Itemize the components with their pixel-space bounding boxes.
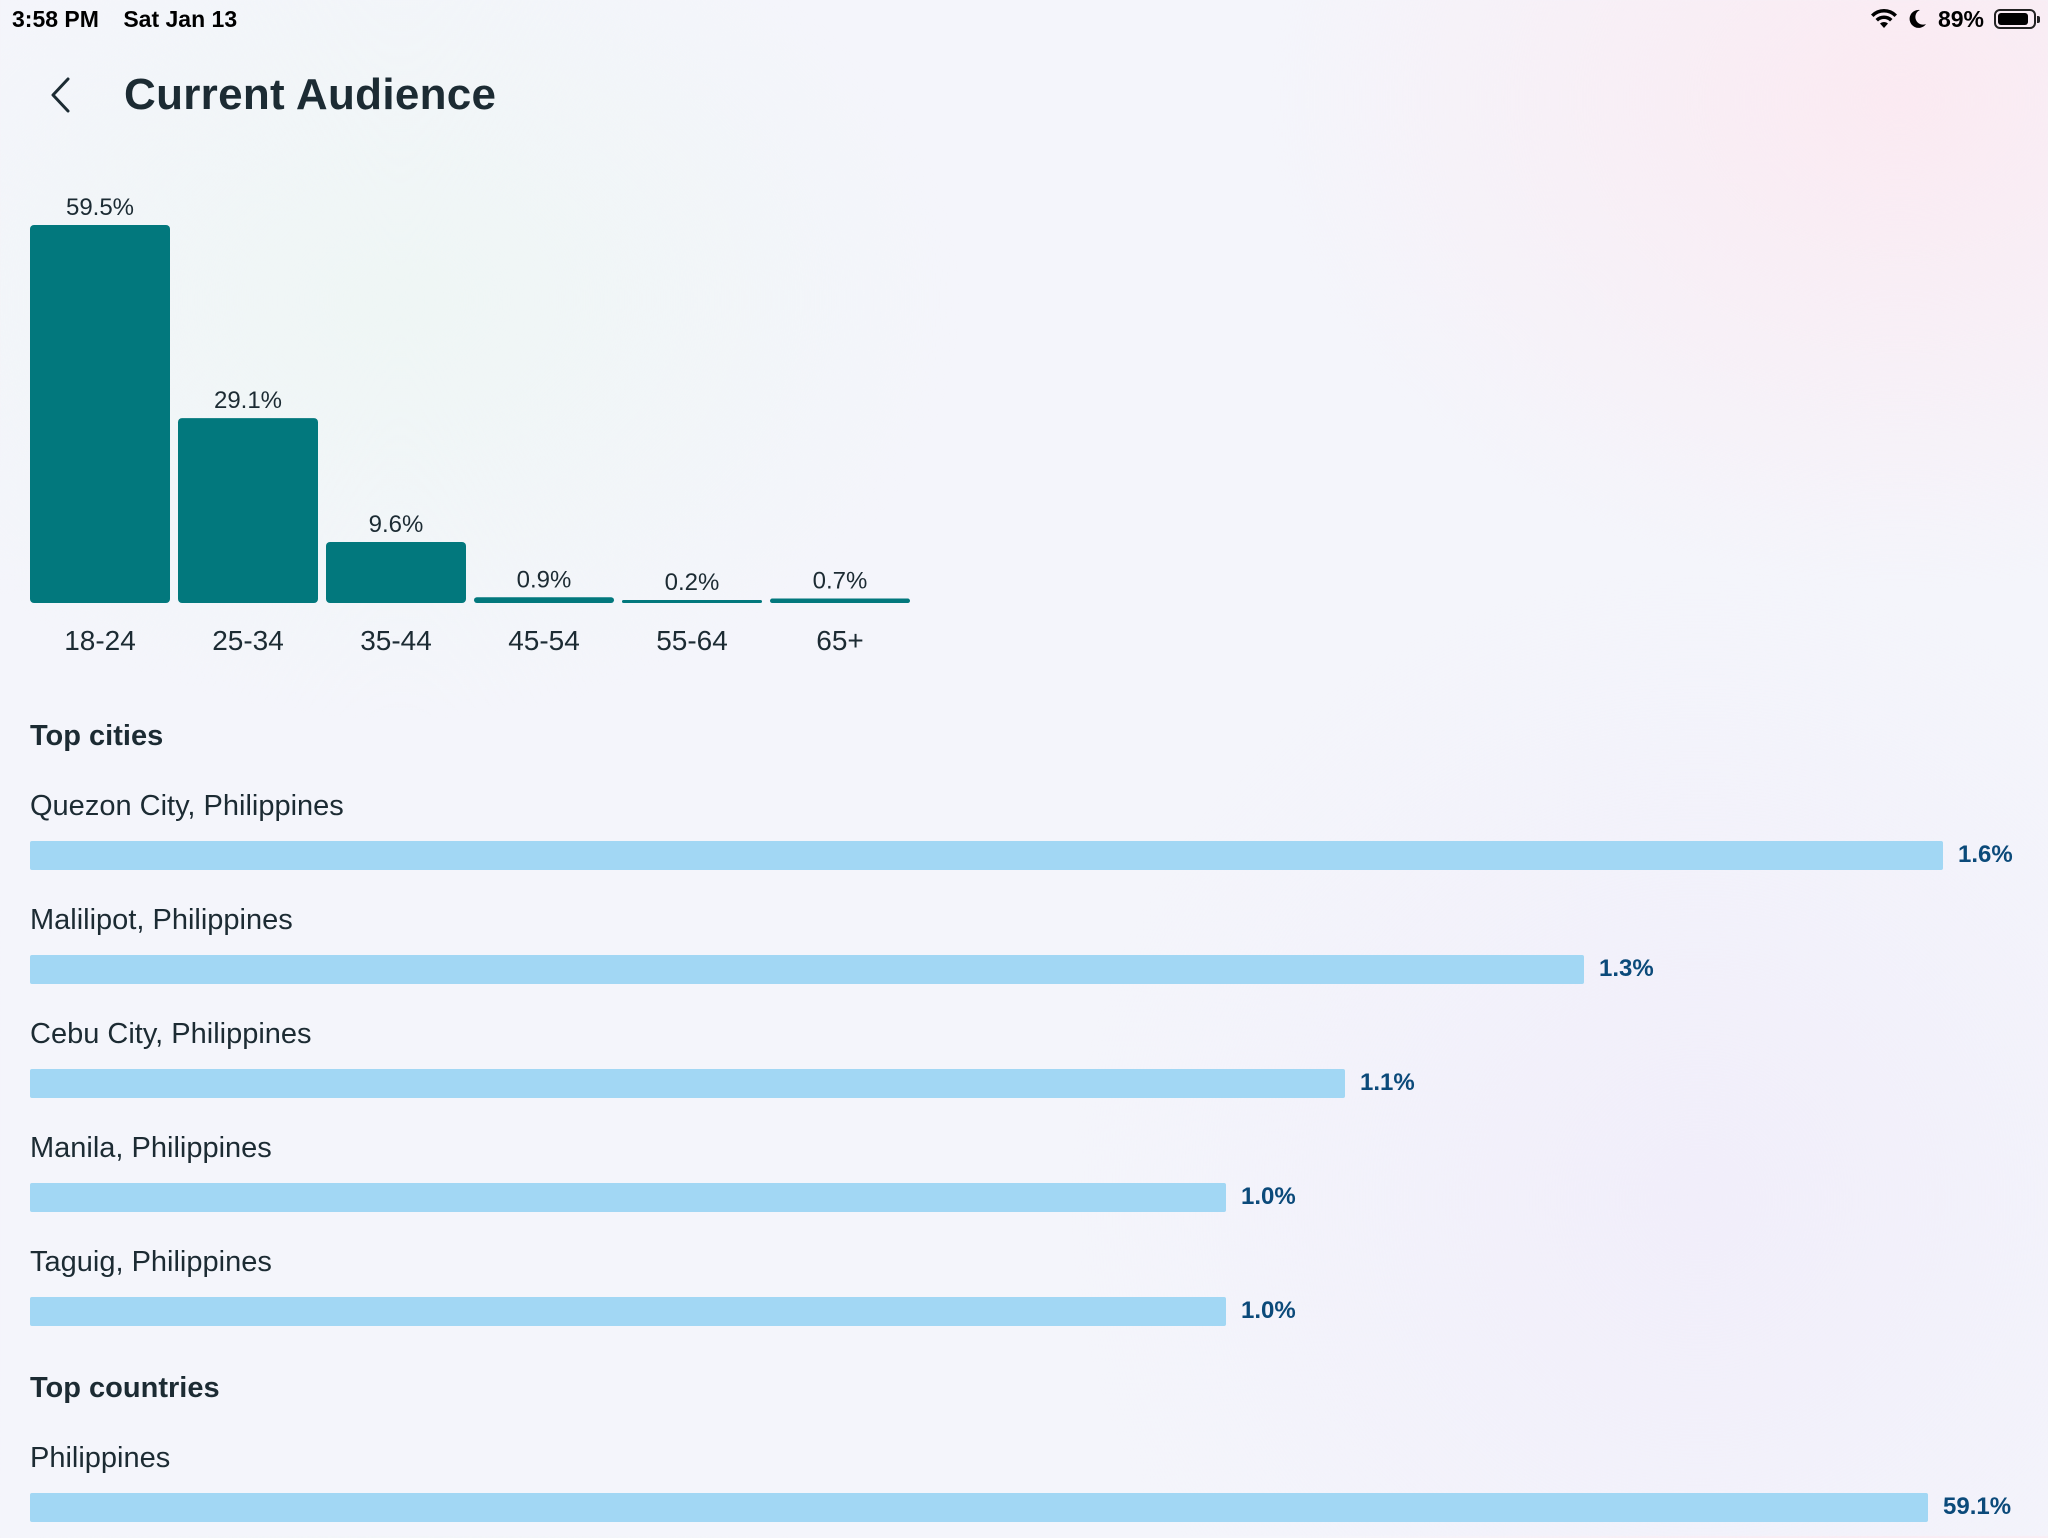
age-category-label: 55-64 [656,625,728,656]
status-bar: 3:58 PM Sat Jan 13 89% [0,0,2048,38]
list-item-bar-row: 1.3% [30,954,2020,984]
list-item-bar-row: 59.1% [30,1492,2020,1522]
age-category-label: 45-54 [508,625,580,656]
list-item-bar [30,954,1584,984]
status-left: 3:58 PM Sat Jan 13 [12,6,255,33]
list-item-bar [30,1296,1226,1326]
age-category-label: 25-34 [212,625,284,656]
list-item: Philippines 59.1% [30,1438,2020,1538]
age-category-label: 65+ [816,625,864,656]
list-item-value: 1.6% [1958,841,2013,868]
list-item-value: 1.1% [1360,1069,1415,1096]
top-countries-title: Top countries [30,1372,220,1404]
top-cities-title: Top cities [30,720,164,752]
age-bar-65+ [770,598,910,603]
header: Current Audience [40,64,496,126]
age-category-label: 18-24 [64,625,136,656]
list-item-value: 59.1% [1943,1493,2012,1520]
page-title: Current Audience [124,70,497,119]
list-item-bar [30,1068,1345,1098]
age-bar-value-label: 9.6% [369,511,424,538]
list-item-name: Manila, Philippines [30,1132,272,1164]
battery-fill [1998,13,2029,25]
age-bar-35-44 [326,542,466,603]
list-item-name: Philippines [30,1442,171,1474]
list-item-name: Cebu City, Philippines [30,1018,312,1050]
age-bar-value-label: 59.5% [66,194,134,221]
list-item-bar-row: 1.6% [30,840,2020,870]
age-bar-value-label: 29.1% [214,387,282,414]
age-category-label: 35-44 [360,625,432,656]
list-item-value: 1.3% [1599,955,1654,982]
list-item-name: Malilipot, Philippines [30,904,293,936]
battery-icon [1994,9,2040,29]
list-item: Cebu City, Philippines 1.1% [30,1014,2020,1114]
age-bar-18-24 [30,225,170,603]
status-time: 3:58 PM [12,5,99,32]
age-bar-25-34 [178,418,318,603]
list-item-bar-row: 1.0% [30,1182,2020,1212]
wifi-icon [1870,8,1897,28]
list-item-name: Quezon City, Philippines [30,790,344,822]
age-distribution-chart: 59.5% 18-24 29.1% 25-34 9.6% 35-44 0.9% 45-54 0.… [30,194,910,656]
list-item: Manila, Philippines 1.0% [30,1128,2020,1228]
age-bar-value-label: 0.2% [665,569,720,596]
list-item-bar [30,1492,1928,1522]
back-button[interactable] [40,70,80,120]
age-bar-55-64 [622,600,762,603]
status-date: Sat Jan 13 [123,5,238,32]
list-item: Quezon City, Philippines 1.6% [30,786,2020,886]
list-item-bar-row: 1.1% [30,1068,2020,1098]
list-item: Malilipot, Philippines 1.3% [30,900,2020,1000]
list-item: Taguig, Philippines 1.0% [30,1242,2020,1342]
age-bar-value-label: 0.7% [813,568,868,595]
moon-icon [1909,9,1926,28]
age-bar-value-label: 0.9% [517,566,572,593]
chevron-left-icon [51,77,70,113]
list-item-value: 1.0% [1241,1297,1296,1324]
list-item-bar [30,840,1943,870]
age-bar-45-54 [474,597,614,603]
battery-percentage: 89% [1937,5,1984,32]
list-item-value: 1.0% [1241,1183,1296,1210]
list-item-bar-row: 1.0% [30,1296,2020,1326]
status-right: 89% [1870,5,2040,33]
list-item-name: Taguig, Philippines [30,1246,272,1278]
list-item-bar [30,1182,1226,1212]
